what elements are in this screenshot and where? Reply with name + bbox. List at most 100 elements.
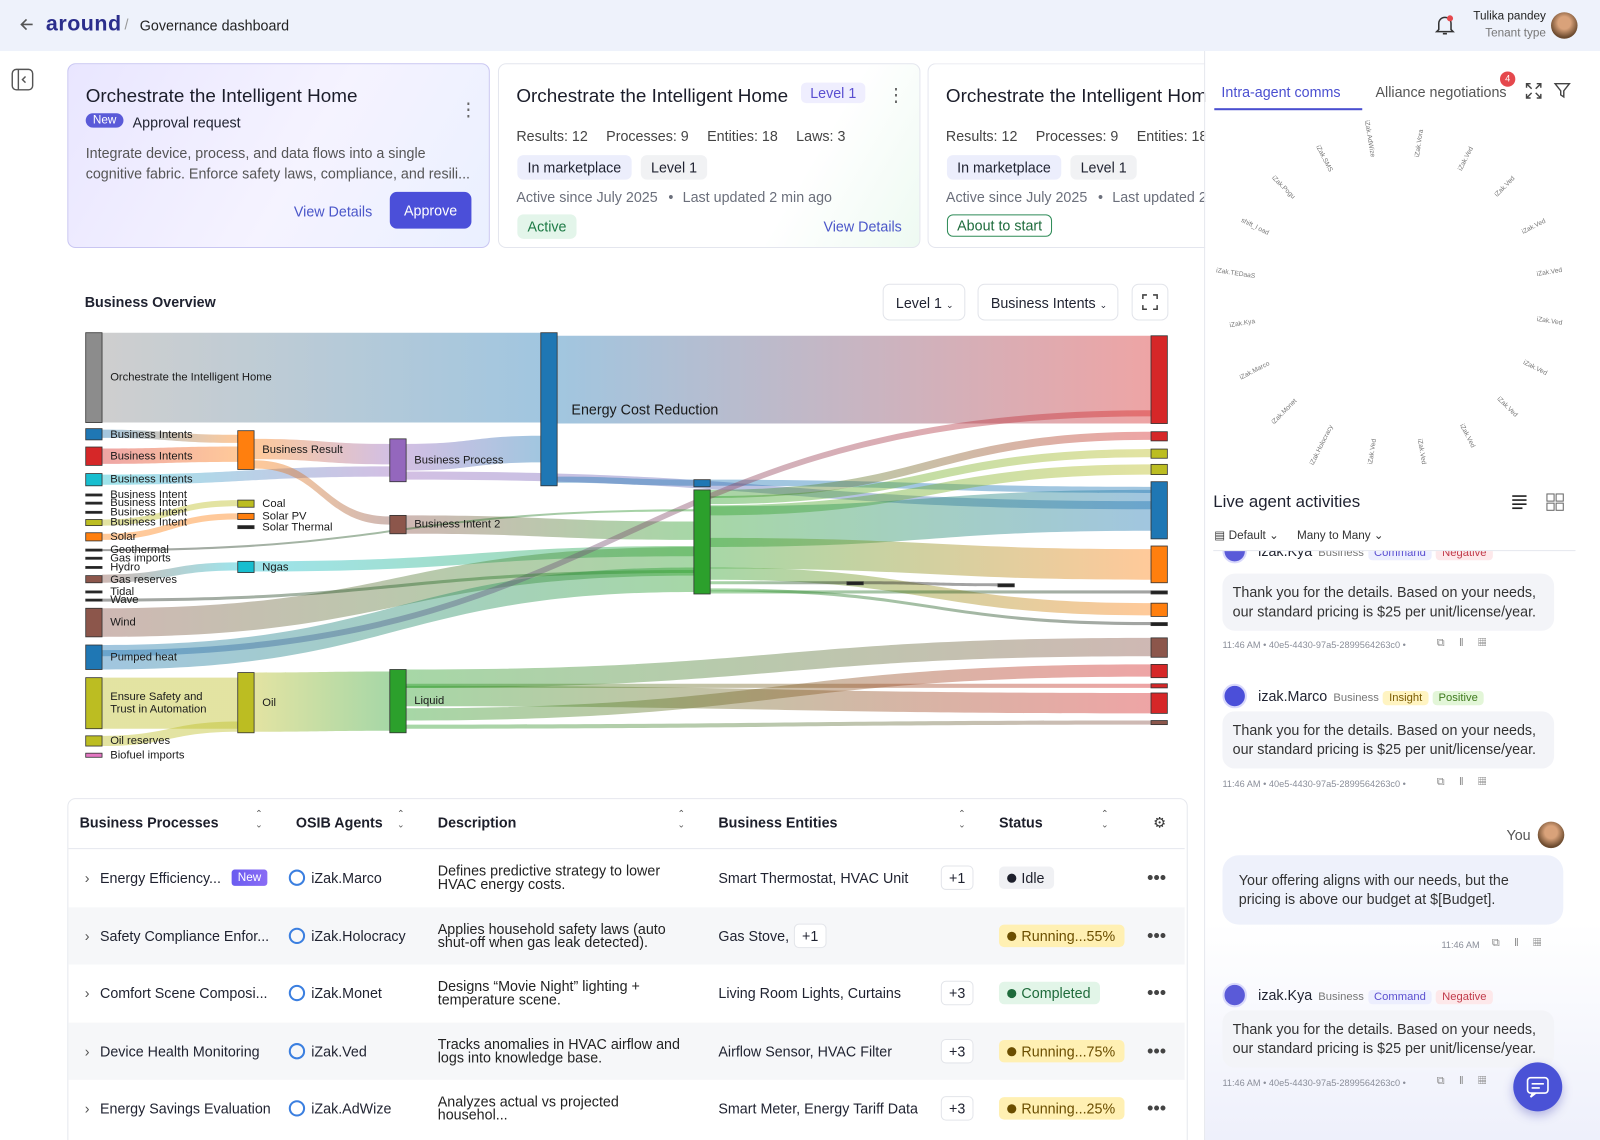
- tag: Negative: [1436, 989, 1493, 1005]
- filter-dropdown[interactable]: Business Intents ⌄: [977, 283, 1119, 321]
- link[interactable]: View Details: [823, 218, 902, 235]
- row-menu[interactable]: •••: [1146, 866, 1167, 888]
- extra: +3: [940, 980, 974, 1006]
- column-header: Status: [998, 814, 1043, 831]
- row-bg: [68, 1022, 1185, 1080]
- sankey-label: Business Intent: [110, 506, 187, 519]
- status: Idle: [998, 866, 1054, 889]
- filter-dropdown[interactable]: Many to Many ⌄: [1296, 529, 1384, 542]
- tag: Command: [1367, 989, 1432, 1005]
- filter-dropdown[interactable]: ▤ Default ⌄: [1214, 529, 1279, 542]
- sender: izak.Kya: [1258, 986, 1313, 1004]
- expand-button[interactable]: [1131, 283, 1169, 321]
- sankey-link: [710, 581, 847, 585]
- row-menu[interactable]: •••: [1146, 924, 1167, 946]
- tab-underline: [1214, 108, 1363, 111]
- breadcrumb: Governance dashboard: [139, 17, 290, 34]
- column-settings[interactable]: ⚙: [1153, 814, 1166, 831]
- agent-card[interactable]: Orchestrate the Intelligent Home Results…: [927, 63, 1215, 249]
- approve-button[interactable]: Approve: [389, 191, 472, 229]
- sankey-node: [1150, 545, 1168, 584]
- message-actions[interactable]: ⧉‖▦: [1436, 636, 1501, 650]
- row-menu[interactable]: •••: [1146, 1097, 1167, 1119]
- back-button[interactable]: [18, 16, 34, 32]
- logo[interactable]: around: [45, 12, 122, 36]
- avatar[interactable]: [1551, 12, 1578, 39]
- divider: [1213, 550, 1576, 552]
- chat-button[interactable]: [1513, 1062, 1563, 1112]
- grid-view[interactable]: [1546, 493, 1564, 511]
- expand-icon: [1142, 294, 1158, 311]
- tab-active[interactable]: Intra-agent comms: [1221, 83, 1341, 101]
- sankey-node: [85, 332, 103, 423]
- updated: Last updated 2 min ago: [682, 188, 832, 206]
- list-view[interactable]: [1510, 493, 1528, 510]
- expand[interactable]: ›: [84, 1042, 90, 1059]
- status: Running...25%: [998, 1097, 1125, 1120]
- tab[interactable]: Alliance negotiations: [1375, 83, 1507, 101]
- message-actions[interactable]: ⧉‖▦: [1436, 1074, 1501, 1087]
- sankey-label: Energy Cost Reduction: [571, 401, 719, 418]
- column-header: Business Entities: [718, 814, 838, 831]
- status: About to start: [946, 214, 1053, 237]
- sankey-label: Solar PV: [262, 510, 307, 523]
- menu[interactable]: ⋮: [886, 84, 906, 106]
- sankey-link: [102, 466, 390, 485]
- stat: Entities: 18: [707, 127, 778, 144]
- sankey-link: [710, 588, 1152, 626]
- fullscreen[interactable]: [1524, 82, 1542, 100]
- description: Defines predictive strategy to lower HVA…: [437, 862, 661, 892]
- filter-dropdown[interactable]: Level 1 ⌄: [882, 283, 966, 321]
- message-actions[interactable]: ⧉‖▦: [1491, 936, 1556, 950]
- notifications[interactable]: [1434, 14, 1455, 36]
- sankey-label: Biofuel imports: [110, 749, 185, 762]
- sender: izak.Marco: [1258, 687, 1328, 705]
- menu[interactable]: ⋮: [459, 98, 478, 120]
- approval-card[interactable]: Orchestrate the Intelligent Home ⋮ New A…: [67, 63, 490, 249]
- message-actions[interactable]: ⧉‖▦: [1436, 775, 1501, 788]
- agent-icon: [288, 984, 306, 1002]
- sankey-node: [85, 590, 103, 594]
- sankey-link: [102, 446, 238, 464]
- sankey-link: [254, 671, 390, 732]
- sort-icon[interactable]: ⌃ ⌄: [677, 808, 686, 830]
- sankey-label: Business Process: [414, 454, 504, 467]
- sankey-label: Business Intents: [110, 428, 193, 441]
- sort-icon[interactable]: ⌃ ⌄: [255, 808, 263, 830]
- link[interactable]: View Details: [293, 203, 373, 220]
- role: Business: [1318, 990, 1364, 1004]
- sankey-label: Pumped heat: [110, 651, 177, 664]
- role: Business: [1333, 691, 1379, 705]
- sort-icon[interactable]: ⌃ ⌄: [958, 808, 966, 830]
- top-bar: [0, 0, 1600, 52]
- tag: In marketplace: [946, 155, 1062, 180]
- agent-card[interactable]: Orchestrate the Intelligent Home Level 1…: [497, 63, 921, 249]
- row-menu[interactable]: •••: [1146, 982, 1167, 1003]
- sankey-link: [406, 664, 1152, 721]
- sort-icon[interactable]: ⌃ ⌄: [1101, 808, 1109, 830]
- sort-icon[interactable]: ⌃ ⌄: [396, 808, 405, 830]
- sankey-node: [85, 519, 103, 527]
- expand[interactable]: ›: [84, 984, 90, 1002]
- tag: In marketplace: [517, 155, 632, 180]
- sankey-node: [85, 607, 103, 638]
- sidebar-toggle[interactable]: [11, 68, 34, 91]
- row-menu[interactable]: •••: [1146, 1039, 1167, 1061]
- message-bubble: Thank you for the details. Based on your…: [1222, 1010, 1555, 1068]
- expand[interactable]: ›: [84, 927, 90, 944]
- filter[interactable]: [1553, 82, 1571, 100]
- description: Analyzes actual vs projected househol...: [437, 1093, 619, 1123]
- expand[interactable]: ›: [84, 1100, 90, 1117]
- sankey-link: [710, 464, 1152, 516]
- sankey-link: [557, 476, 694, 486]
- entities: Airflow Sensor, HVAC Filter: [718, 1042, 892, 1059]
- expand[interactable]: ›: [84, 869, 90, 886]
- sankey-link: [102, 500, 238, 526]
- sankey-label: Gas imports: [110, 552, 171, 565]
- message-header: izak.Marco Business Insight Positive: [1258, 687, 1484, 706]
- card-title: Orchestrate the Intelligent Home: [516, 84, 789, 107]
- sankey-node: [1150, 463, 1168, 475]
